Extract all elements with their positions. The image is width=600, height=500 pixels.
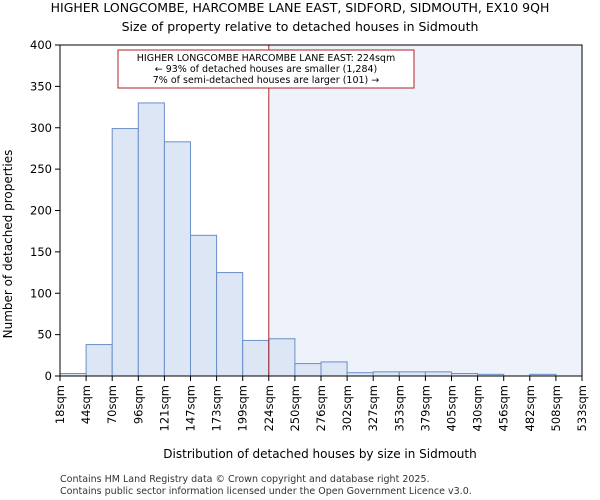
- x-tick-label: 482sqm: [523, 385, 537, 431]
- bar: [294, 363, 322, 377]
- y-tick-label: 350: [30, 79, 52, 93]
- bar: [85, 344, 113, 377]
- y-tick-label: 100: [30, 286, 52, 300]
- x-tick-label: 147sqm: [184, 385, 198, 431]
- x-tick-label: 121sqm: [157, 385, 171, 431]
- x-tick-label: 405sqm: [445, 385, 459, 431]
- bar: [268, 338, 296, 377]
- x-tick-label: 199sqm: [236, 385, 250, 431]
- bar: [163, 141, 191, 377]
- x-tick-label: 173sqm: [210, 385, 224, 431]
- x-axis-label: Distribution of detached houses by size …: [163, 447, 476, 461]
- y-tick-label: 400: [30, 38, 52, 52]
- x-tick-label: 250sqm: [288, 385, 302, 431]
- bar: [190, 234, 218, 377]
- footer-line-2: Contains public sector information licen…: [60, 486, 472, 497]
- y-tick-label: 50: [37, 328, 52, 342]
- x-tick-label: 96sqm: [131, 385, 145, 424]
- x-tick-label: 302sqm: [340, 385, 354, 431]
- bar: [424, 371, 452, 377]
- x-tick-label: 44sqm: [79, 385, 93, 424]
- y-tick-label: 250: [30, 162, 52, 176]
- x-tick-label: 456sqm: [497, 385, 511, 431]
- bar: [137, 102, 165, 377]
- annotation-line3: 7% of semi-detached houses are larger (1…: [153, 75, 380, 86]
- chart-subtitle: Size of property relative to detached ho…: [122, 19, 479, 34]
- chart-title: HIGHER LONGCOMBE, HARCOMBE LANE EAST, SI…: [51, 0, 550, 15]
- highlight-region: [268, 45, 582, 376]
- annotation-line1: HIGHER LONGCOMBE HARCOMBE LANE EAST: 224…: [137, 53, 395, 64]
- bar: [242, 339, 270, 377]
- y-tick-label: 150: [30, 245, 52, 259]
- x-tick-label: 508sqm: [549, 385, 563, 431]
- annotation-box: [117, 49, 415, 89]
- y-tick-label: 200: [30, 204, 52, 218]
- y-axis-label: Number of detached properties: [1, 150, 15, 339]
- x-tick-label: 224sqm: [262, 385, 276, 431]
- plot-area: 0 50 100 150 200 250 300 350 400 18sqm 44sqm 70sqm 9…: [30, 38, 589, 431]
- annotation-line2: ← 93% of detached houses are smaller (1,…: [155, 64, 378, 75]
- x-tick-label: 327sqm: [366, 385, 380, 431]
- bar: [398, 371, 426, 377]
- bar: [372, 371, 400, 377]
- x-tick-label: 353sqm: [392, 385, 406, 431]
- bar: [111, 128, 139, 377]
- bar: [320, 361, 348, 377]
- y-tick-label: 0: [45, 369, 52, 383]
- x-tick-label: 70sqm: [105, 385, 119, 424]
- footer-line-1: Contains HM Land Registry data © Crown c…: [60, 474, 430, 485]
- x-tick-label: 430sqm: [471, 385, 485, 431]
- x-tick-label: 276sqm: [314, 385, 328, 431]
- x-tick-label: 533sqm: [575, 385, 589, 431]
- y-tick-label: 300: [30, 121, 52, 135]
- x-tick-label: 379sqm: [418, 385, 432, 431]
- x-tick-label: 18sqm: [53, 385, 67, 424]
- bar: [216, 272, 244, 377]
